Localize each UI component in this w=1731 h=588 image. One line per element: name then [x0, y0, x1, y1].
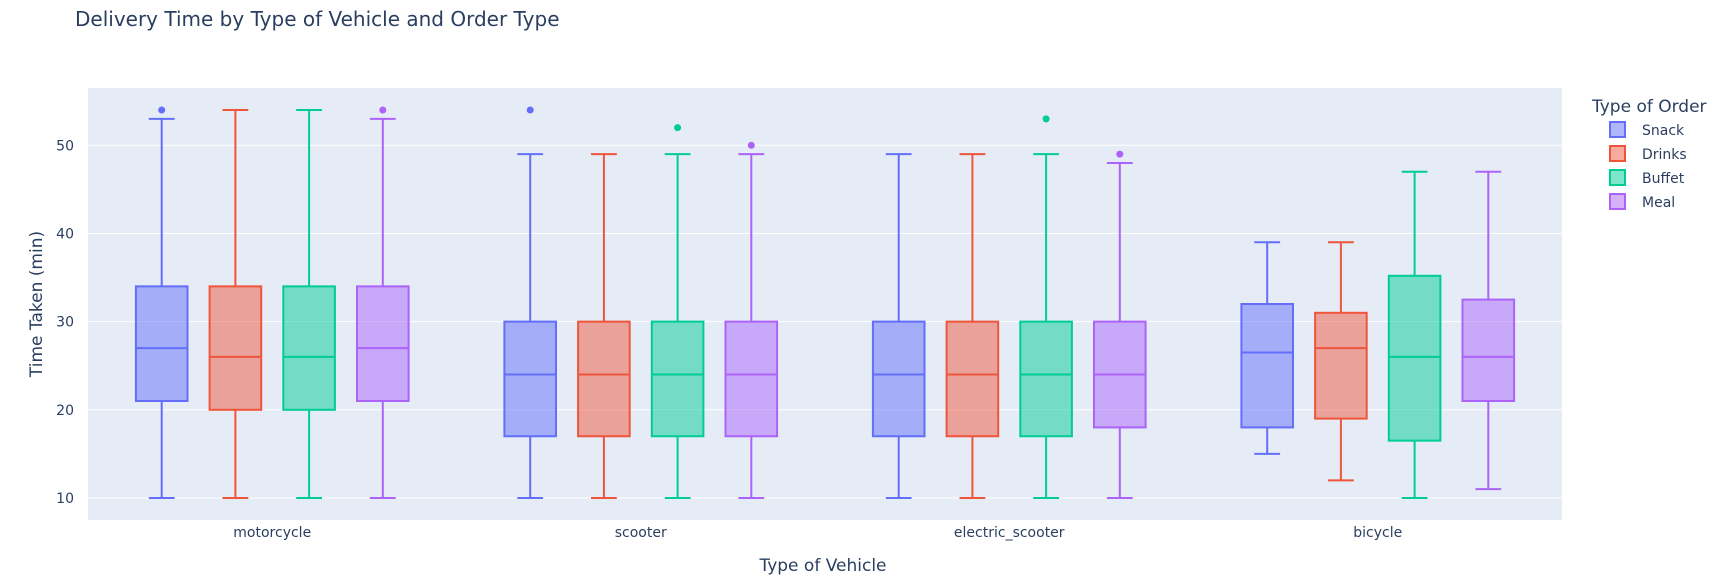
box-series-drinks [208, 109, 1368, 499]
box-series [134, 106, 1516, 499]
legend-item-snack: Snack [1609, 121, 1685, 139]
legend-item-buffet: Buffet [1609, 169, 1685, 187]
x-axis-title: Type of Vehicle [758, 556, 886, 576]
outlier-point [674, 124, 682, 132]
iqr-box [650, 320, 705, 438]
y-axis-title: Time Taken (min) [27, 231, 47, 378]
outlier-point [158, 106, 166, 114]
box [1314, 241, 1368, 482]
legend-item-drinks: Drinks [1609, 145, 1687, 163]
x-axis-ticks: motorcycle scooter electric_scooter bicycle [233, 525, 1402, 541]
legend-swatch [1609, 121, 1626, 138]
box-series-snack [134, 106, 1294, 499]
legend-swatch [1609, 169, 1626, 186]
box-series-meal [356, 106, 1516, 499]
iqr-box [208, 285, 263, 411]
box [1093, 150, 1147, 499]
x-tick-label: electric_scooter [954, 525, 1065, 541]
y-axis-ticks: 10 20 30 40 50 [56, 138, 74, 507]
x-tick-label: motorcycle [233, 525, 311, 541]
box [134, 106, 189, 499]
legend-label: Meal [1642, 195, 1675, 211]
box [871, 153, 926, 499]
chart-title: Delivery Time by Type of Vehicle and Ord… [75, 7, 560, 31]
box [503, 106, 557, 499]
outlier-point [1116, 150, 1124, 158]
box-series-buffet [282, 109, 1442, 499]
box [1461, 170, 1516, 491]
box [945, 153, 1000, 499]
iqr-box [134, 285, 189, 402]
iqr-box [1240, 303, 1294, 429]
x-tick-label: bicycle [1353, 525, 1402, 541]
y-tick-label: 30 [56, 315, 74, 331]
iqr-box [871, 320, 926, 438]
legend-swatch [1609, 193, 1626, 210]
iqr-box [1019, 320, 1073, 438]
y-tick-label: 40 [56, 226, 74, 242]
iqr-box [356, 285, 410, 402]
box [1387, 170, 1442, 499]
y-tick-label: 50 [56, 138, 74, 154]
box [724, 141, 779, 499]
box [1019, 115, 1073, 499]
legend-label: Snack [1642, 123, 1685, 139]
legend-label: Drinks [1642, 147, 1687, 163]
iqr-box [503, 320, 557, 438]
box [650, 124, 705, 499]
legend-title: Type of Order [1591, 97, 1707, 117]
outlier-point [747, 141, 755, 149]
box [282, 109, 336, 499]
outlier-point [1042, 115, 1050, 123]
outlier-point [526, 106, 534, 114]
box [208, 109, 263, 499]
legend: Type of Order Snack Drinks Buffet Meal [1591, 97, 1707, 211]
iqr-box [282, 285, 336, 411]
y-tick-label: 20 [56, 403, 74, 419]
legend-item-meal: Meal [1609, 193, 1675, 211]
iqr-box [945, 320, 1000, 438]
box [577, 153, 631, 499]
legend-swatch [1609, 145, 1626, 162]
iqr-box [724, 320, 779, 438]
box [356, 106, 410, 499]
box [1240, 241, 1294, 455]
iqr-box [1387, 274, 1442, 442]
legend-label: Buffet [1642, 171, 1685, 187]
outlier-point [379, 106, 387, 114]
y-tick-label: 10 [56, 491, 74, 507]
iqr-box [1314, 311, 1368, 420]
iqr-box [577, 320, 631, 438]
x-tick-label: scooter [615, 525, 667, 541]
iqr-box [1461, 298, 1516, 402]
